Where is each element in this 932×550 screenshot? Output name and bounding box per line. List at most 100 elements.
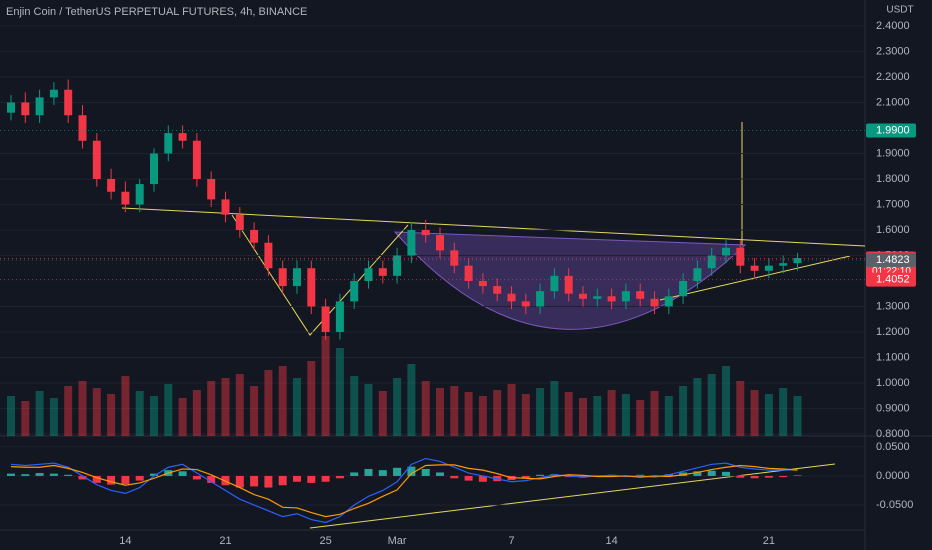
macd-histogram-bar (536, 474, 545, 476)
x-tick-label: 14 (119, 535, 131, 547)
volume-bar (764, 394, 773, 436)
volume-bar (407, 364, 416, 436)
macd-histogram-bar (378, 470, 387, 476)
volume-bar (507, 384, 516, 436)
price-tag (866, 272, 916, 287)
currency-label: USDT (886, 5, 913, 16)
volume-bar (49, 398, 58, 436)
macd-histogram-bar (64, 474, 73, 476)
candle-body (793, 258, 802, 264)
volume-bar (636, 400, 645, 436)
volume-bar (679, 386, 688, 436)
candle-body (321, 306, 330, 332)
candle-body (693, 268, 702, 281)
volume-bar (550, 381, 559, 436)
candle-body (464, 265, 473, 281)
x-tick-label: 21 (763, 535, 775, 547)
y2-tick-label: 0.0000 (876, 470, 910, 482)
macd-histogram-bar (21, 474, 30, 476)
candle-body (593, 296, 602, 299)
candle-body (250, 229, 259, 243)
macd-histogram-bar (321, 475, 330, 482)
volume-bar (264, 370, 273, 436)
candle-body (421, 229, 430, 236)
volume-bar (779, 388, 788, 436)
volume-bar (250, 386, 259, 436)
volume-bar (121, 376, 130, 436)
volume-bar (235, 374, 244, 436)
macd-histogram-bar (121, 475, 130, 485)
macd-histogram-bar (264, 475, 273, 488)
candle-body (564, 275, 573, 294)
trend-line (309, 463, 836, 529)
candle-body (664, 296, 673, 307)
macd-histogram-bar (407, 466, 416, 476)
volume-bar (64, 386, 73, 436)
macd-histogram-bar (464, 475, 473, 481)
volume-bar (92, 388, 101, 436)
volume-bar (192, 390, 201, 436)
volume-bar (722, 366, 730, 436)
volume-bar (293, 378, 301, 436)
volume-bar (664, 396, 673, 436)
volume-bar (378, 391, 387, 436)
volume-bar (321, 336, 330, 436)
candle-body (64, 89, 73, 116)
volume-bar (493, 390, 502, 436)
candle-body (478, 280, 487, 287)
price-tag (866, 123, 916, 138)
y-tick-label: 1.8000 (876, 173, 910, 185)
candle-body (293, 268, 301, 287)
macd-histogram-bar (150, 473, 158, 476)
macd-histogram-bar (707, 470, 716, 476)
price-tag-label: 1.4823 (876, 254, 910, 266)
y-tick-label: 1.6000 (876, 224, 910, 236)
candle-body (307, 268, 316, 307)
candle-body (135, 184, 144, 205)
candle-body (722, 247, 730, 256)
trend-line (121, 207, 866, 247)
volume-bar (607, 390, 616, 436)
volume-bar (307, 361, 316, 436)
volume-bar (436, 388, 444, 436)
volume-bar (478, 396, 487, 436)
x-tick-label: 25 (319, 535, 331, 547)
candle-body (679, 280, 688, 297)
macd-histogram-bar (235, 475, 244, 488)
candle-body (636, 291, 645, 299)
volume-bar (164, 384, 173, 436)
macd-histogram-bar (335, 475, 344, 479)
macd-histogram-bar (722, 471, 730, 476)
volume-bar (393, 378, 402, 436)
volume-bar (135, 391, 144, 436)
candle-body (621, 291, 630, 302)
candle-body (7, 102, 15, 113)
macd-histogram-bar (450, 475, 459, 479)
macd-histogram-bar (421, 468, 430, 476)
candle-body (221, 199, 230, 215)
macd-histogram-bar (135, 475, 144, 481)
candle-body (92, 140, 101, 179)
volume-bar (335, 348, 344, 436)
volume-bar (793, 396, 802, 436)
chart-title: Enjin Coin / TetherUS PERPETUAL FUTURES,… (6, 6, 307, 18)
volume-bar (693, 378, 702, 436)
candle-body (378, 268, 387, 276)
x-tick-label: Mar (388, 535, 407, 547)
macd-histogram-bar (107, 475, 116, 485)
y-tick-label: 1.9000 (876, 147, 910, 159)
y2-tick-label: 0.0500 (876, 441, 910, 453)
y-tick-label: 1.1000 (876, 351, 910, 363)
volume-bar (21, 401, 30, 436)
volume-bar (78, 381, 87, 436)
candle-body (278, 268, 287, 287)
candle-body (779, 263, 788, 266)
candle-body (521, 301, 530, 307)
volume-bar (207, 381, 216, 436)
price-tag-label: 1.9900 (876, 124, 910, 136)
macd-line (10, 464, 798, 518)
volume-bar (521, 394, 530, 436)
macd-histogram-bar (779, 475, 788, 478)
y-tick-label: 2.4000 (876, 20, 910, 32)
